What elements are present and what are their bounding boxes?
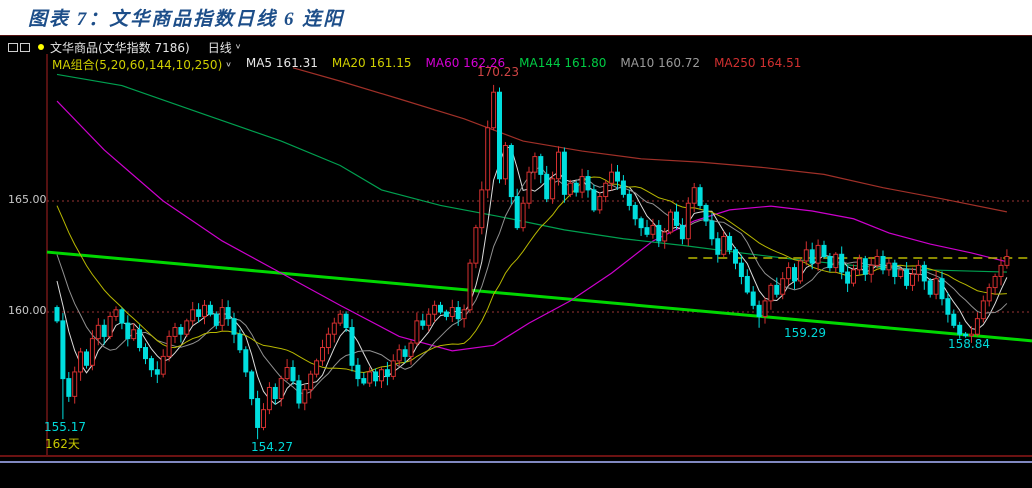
chart-panel: 文华商品(文华指数 7186) 日线 ∨ MA组合(5,20,60,144,10…	[0, 35, 1032, 488]
axis-label-160: 160.00	[8, 304, 47, 317]
ma20-value: MA20 161.15	[331, 56, 412, 70]
price-annotation: 154.27	[251, 440, 293, 454]
figure-caption: 图表 7：文华商品指数日线 6 连阳	[28, 9, 345, 30]
ma-indicator-bar: MA组合(5,20,60,144,10,250) ∨ MA5 161.31 MA…	[52, 56, 801, 73]
chevron-down-icon: ∨	[225, 60, 232, 69]
ma-settings-dropdown[interactable]: MA组合(5,20,60,144,10,250) ∨	[52, 56, 232, 73]
ma5-value: MA5 161.31	[245, 56, 318, 70]
period-dropdown[interactable]: 日线 ∨	[208, 39, 242, 56]
ma250-value: MA250 164.51	[714, 56, 802, 70]
candlestick-chart[interactable]	[0, 36, 1032, 488]
price-annotation: 155.17	[44, 420, 86, 434]
ma10-value: MA10 160.72	[620, 56, 701, 70]
axis-label-165: 165.00	[8, 193, 47, 206]
price-annotation: 170.23	[477, 65, 519, 79]
symbol-name: 文华商品(文华指数 7186)	[50, 40, 190, 55]
price-annotation: 159.29	[784, 326, 826, 340]
ma60-value: MA60 162.26	[425, 56, 506, 70]
chevron-down-icon: ∨	[234, 43, 242, 51]
symbol-bullet-icon	[38, 44, 44, 50]
ma-settings-label: MA组合(5,20,60,144,10,250)	[52, 58, 223, 72]
ma144-value: MA144 161.80	[519, 56, 607, 70]
period-label: 日线	[207, 40, 232, 55]
chart-toolbar: 文华商品(文华指数 7186) 日线 ∨	[8, 39, 242, 56]
visible-days-label: 162天	[45, 437, 80, 451]
window-buttons-icon[interactable]	[8, 42, 30, 52]
price-annotation: 158.84	[948, 337, 990, 351]
